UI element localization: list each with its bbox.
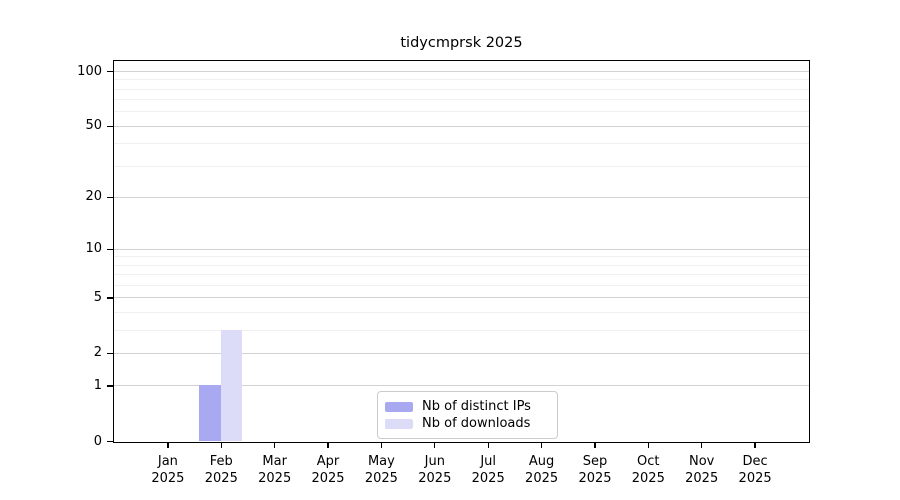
gridline-minor [114,143,809,145]
legend-swatch-distinct-ips [385,401,413,412]
x-tick [434,443,436,448]
gridline-minor [114,329,809,331]
x-tick [167,443,169,448]
y-tick [107,125,113,127]
bar-nb-of-downloads [220,329,243,441]
legend-swatch-downloads [385,418,413,429]
legend-item-distinct-ips: Nb of distinct IPs [385,398,549,415]
y-tick [107,385,113,387]
y-tick-label: 100 [77,63,102,79]
x-tick [701,443,703,448]
y-tick-label: 20 [85,189,102,205]
x-tick-label: Jun 2025 [418,454,452,486]
x-tick [487,443,489,448]
x-tick [380,443,383,448]
gridline-minor [114,274,809,276]
x-tick-label: Sep 2025 [578,454,612,486]
chart-title: tidycmprsk 2025 [400,35,523,51]
y-tick [107,248,113,250]
gridline-major [114,125,809,127]
x-tick [647,443,649,448]
x-tick [220,443,222,448]
gridline-major [114,196,809,198]
x-tick-label: Jan 2025 [151,454,185,486]
plot-area: Nb of distinct IPs Nb of downloads [113,60,810,443]
gridline-minor [114,312,809,313]
gridline-major [114,71,809,72]
y-tick [107,352,113,355]
y-tick-label: 2 [93,345,102,361]
gridline-minor [114,99,809,101]
x-tick [594,443,596,448]
legend-item-downloads: Nb of downloads [385,415,549,432]
gridline-minor [114,285,809,286]
gridline-minor [114,111,809,113]
gridline-minor [114,256,809,258]
y-tick-label: 50 [85,118,102,134]
x-tick-label: Apr 2025 [311,454,345,486]
x-tick-label: Dec 2025 [738,454,772,486]
x-tick [754,443,756,448]
x-tick-label: Feb 2025 [204,454,238,486]
y-tick [107,70,113,73]
x-tick-label: Nov 2025 [685,454,719,486]
y-tick [107,297,113,299]
y-tick-label: 1 [93,377,102,393]
x-tick-label: Aug 2025 [525,454,559,486]
x-tick [274,443,276,448]
x-tick-label: May 2025 [364,454,398,486]
gridline-major [114,297,809,299]
gridline-minor [114,165,809,167]
legend-label-downloads: Nb of downloads [422,416,531,431]
gridline-major [114,385,809,387]
gridline-minor [114,264,809,266]
x-tick-label: Mar 2025 [258,454,292,486]
x-tick [327,443,329,448]
legend-label-distinct-ips: Nb of distinct IPs [422,399,531,414]
gridline-major [114,352,809,354]
bar-nb-of-distinct-ips [199,385,221,441]
y-tick-label: 10 [85,241,102,257]
x-tick-label: Oct 2025 [631,454,665,486]
gridline-major [114,248,809,250]
legend: Nb of distinct IPs Nb of downloads [377,391,558,439]
y-tick [107,196,113,199]
x-tick-label: Jul 2025 [471,454,505,486]
y-tick-label: 0 [93,433,102,449]
x-tick [540,443,543,448]
y-tick-label: 5 [93,289,102,305]
y-tick [107,440,113,443]
gridline-minor [114,79,809,81]
gridline-minor [114,88,809,90]
